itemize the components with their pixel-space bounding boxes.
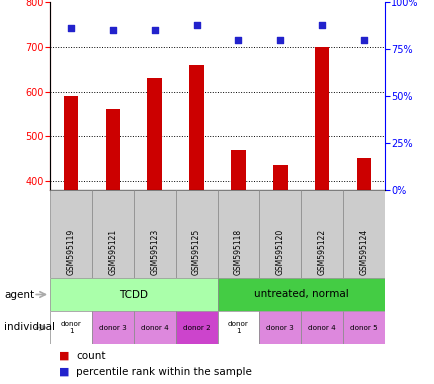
Bar [342, 190, 384, 278]
Text: donor 4: donor 4 [308, 324, 335, 331]
Bar [300, 311, 342, 344]
Text: TCDD: TCDD [119, 290, 148, 300]
Bar [63, 96, 78, 360]
Point [67, 25, 74, 31]
Text: GSM595118: GSM595118 [233, 229, 242, 275]
Bar [134, 311, 175, 344]
Bar [217, 311, 259, 344]
Text: donor 3: donor 3 [99, 324, 126, 331]
Text: GSM595125: GSM595125 [192, 229, 201, 275]
Text: donor 3: donor 3 [266, 324, 293, 331]
Text: GSM595122: GSM595122 [317, 229, 326, 275]
Text: ■: ■ [59, 367, 69, 377]
Text: GSM595119: GSM595119 [66, 229, 75, 275]
Text: percentile rank within the sample: percentile rank within the sample [76, 367, 251, 377]
Bar [217, 278, 384, 311]
Point [234, 36, 241, 43]
Bar [314, 47, 329, 360]
Text: GSM595123: GSM595123 [150, 229, 159, 275]
Bar [189, 65, 204, 360]
Text: agent: agent [4, 290, 34, 300]
Text: donor 5: donor 5 [349, 324, 377, 331]
Point [318, 22, 325, 28]
Bar [92, 190, 134, 278]
Bar [356, 158, 371, 360]
Bar [50, 278, 217, 311]
Point [360, 36, 367, 43]
Text: GSM595124: GSM595124 [359, 229, 368, 275]
Text: count: count [76, 351, 105, 361]
Text: donor
1: donor 1 [227, 321, 248, 334]
Bar [230, 150, 245, 360]
Bar [92, 311, 134, 344]
Text: individual: individual [4, 323, 55, 333]
Text: ■: ■ [59, 351, 69, 361]
Text: GSM595121: GSM595121 [108, 229, 117, 275]
Bar [50, 311, 92, 344]
Bar [134, 190, 175, 278]
Point [151, 27, 158, 33]
Bar [342, 311, 384, 344]
Point [109, 27, 116, 33]
Text: donor 4: donor 4 [141, 324, 168, 331]
Bar [50, 190, 92, 278]
Text: GSM595120: GSM595120 [275, 229, 284, 275]
Bar [217, 190, 259, 278]
Bar [175, 311, 217, 344]
Point [193, 22, 200, 28]
Text: donor
1: donor 1 [60, 321, 81, 334]
Bar [147, 78, 161, 360]
Bar [259, 311, 300, 344]
Text: untreated, normal: untreated, normal [253, 290, 348, 300]
Bar [300, 190, 342, 278]
Bar [259, 190, 300, 278]
Bar [175, 190, 217, 278]
Bar [273, 166, 287, 360]
Bar [105, 109, 120, 360]
Text: donor 2: donor 2 [182, 324, 210, 331]
Point [276, 36, 283, 43]
